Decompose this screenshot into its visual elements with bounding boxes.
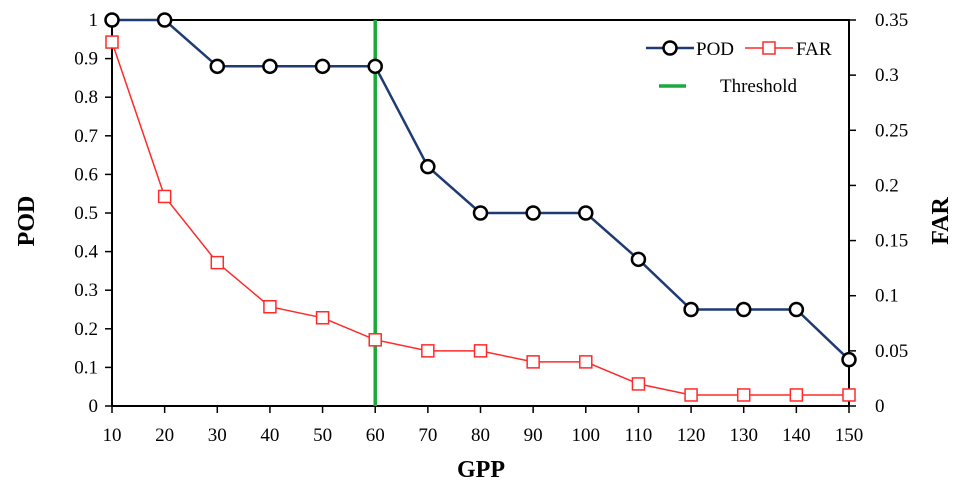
- far-point: [210, 255, 225, 270]
- y-left-tick-label: 0: [89, 396, 99, 417]
- pod-point: [788, 301, 805, 318]
- x-tick-label: 80: [471, 425, 490, 446]
- y-left-tick-label: 0.6: [74, 164, 98, 185]
- far-point: [579, 355, 593, 369]
- x-tick-label: 150: [835, 425, 864, 446]
- y-right-tick-label: 0.15: [875, 231, 908, 252]
- y-right-tick-label: 0.1: [875, 286, 899, 307]
- x-tick-label: 70: [418, 425, 437, 446]
- pod-point: [841, 351, 857, 368]
- far-point: [684, 388, 698, 402]
- pod-point: [683, 301, 699, 318]
- x-tick-label: 130: [729, 425, 758, 446]
- y-right-tick-label: 0.35: [875, 10, 908, 31]
- pod-point: [735, 301, 752, 318]
- x-tick-label: 20: [155, 425, 174, 446]
- far-point: [315, 311, 330, 325]
- pod-point: [156, 12, 173, 28]
- x-tick-label: 50: [313, 425, 332, 446]
- legend-pod-marker: [662, 40, 678, 56]
- pod-point: [420, 158, 436, 175]
- far-point: [736, 388, 751, 402]
- far-point: [842, 388, 856, 402]
- pod-point: [630, 251, 647, 268]
- far-point: [473, 344, 488, 358]
- y-left-tick-label: 0.5: [74, 203, 98, 224]
- far-point: [421, 344, 435, 358]
- x-tick-label: 60: [366, 425, 385, 446]
- far-point: [526, 355, 540, 369]
- y-left-ticks: 0 0.1 0.2 0.3 0.4 0.5 0.6 0.7 0.8 0.9 1: [74, 10, 112, 417]
- y-axis-right-title: FAR: [928, 197, 953, 245]
- x-tick-label: 90: [524, 425, 543, 446]
- x-axis-title: GPP: [457, 457, 505, 483]
- x-tick-label: 30: [208, 425, 227, 446]
- y-left-tick-label: 0.2: [74, 319, 98, 340]
- far-point: [631, 377, 646, 391]
- pod-point: [209, 58, 226, 75]
- y-left-tick-label: 0.7: [74, 126, 98, 147]
- pod-point: [262, 58, 278, 75]
- y-left-tick-label: 0.9: [74, 49, 98, 70]
- legend-threshold-label: Threshold: [720, 76, 798, 97]
- y-right-tick-label: 0: [875, 396, 885, 417]
- x-ticks: 10 20 30 40 50 60 70 80 90 100 110 120 130 140 150: [103, 406, 864, 446]
- x-tick-label: 140: [782, 425, 811, 446]
- y-left-tick-label: 0.8: [74, 87, 98, 108]
- y-right-tick-label: 0.05: [875, 341, 908, 362]
- x-tick-label: 120: [677, 425, 706, 446]
- series-layer: [104, 12, 857, 402]
- y-left-tick-label: 0.4: [74, 242, 98, 263]
- far-point: [105, 35, 119, 49]
- pod-point: [314, 58, 331, 75]
- y-right-tick-label: 0.3: [875, 65, 899, 86]
- pod-point: [367, 58, 383, 75]
- far-point: [789, 388, 804, 402]
- legend-far-label: FAR: [796, 39, 832, 60]
- y-left-tick-label: 1: [89, 10, 99, 31]
- y-right-tick-label: 0.2: [875, 175, 899, 196]
- y-left-tick-label: 0.3: [74, 280, 98, 301]
- x-tick-label: 10: [103, 425, 122, 446]
- pod-point: [104, 12, 120, 28]
- far-point: [157, 189, 172, 204]
- legend-far-marker: [762, 41, 776, 55]
- y-right-tick-label: 0.25: [875, 120, 908, 141]
- pod-point: [525, 205, 541, 221]
- x-tick-label: 100: [572, 425, 601, 446]
- far-point: [263, 299, 277, 314]
- y-right-ticks: 0 0.05 0.1 0.15 0.2 0.25 0.3 0.35: [849, 10, 908, 417]
- y-axis-left-title: POD: [14, 196, 40, 247]
- x-tick-label: 110: [625, 425, 653, 446]
- pod-point: [472, 205, 489, 221]
- far-point: [368, 333, 382, 347]
- pod-point: [578, 205, 594, 221]
- legend: POD FAR Threshold: [646, 39, 832, 97]
- x-tick-label: 40: [260, 425, 279, 446]
- legend-pod-label: POD: [696, 39, 734, 60]
- y-left-tick-label: 0.1: [74, 357, 98, 378]
